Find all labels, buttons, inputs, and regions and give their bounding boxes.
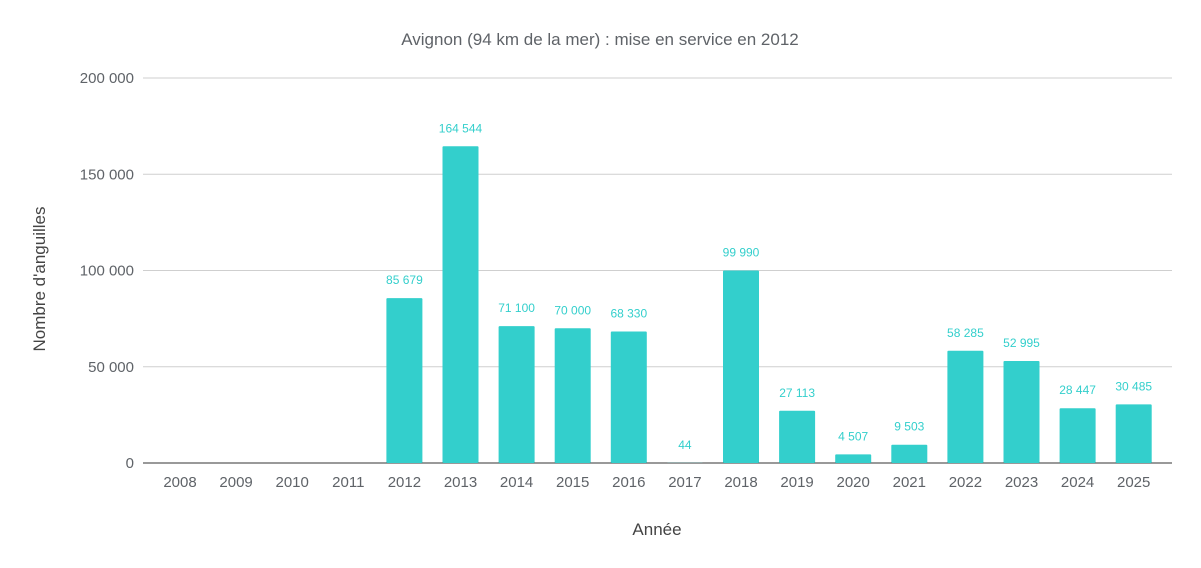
x-tick-label-2015: 2015 (556, 474, 589, 491)
y-axis-title: Nombre d'anguilles (30, 207, 49, 352)
data-label-2021: 9 503 (894, 420, 924, 434)
chart-title: Avignon (94 km de la mer) : mise en serv… (401, 30, 799, 49)
y-axis-ticks: 0 50 000 100 000 150 000 200 000 (80, 70, 134, 472)
x-tick-label-2023: 2023 (1005, 474, 1038, 491)
y-tick-label: 200 000 (80, 70, 134, 87)
data-labels: 85 679 164 544 71 100 70 000 68 330 44 99 990 2… (386, 121, 1152, 452)
x-tick-label-2009: 2009 (219, 474, 252, 491)
bars (386, 146, 1152, 463)
data-label-2019: 27 113 (779, 386, 815, 400)
data-label-2015: 70 000 (554, 303, 591, 317)
data-label-2017: 44 (678, 438, 692, 452)
data-label-2012: 85 679 (386, 273, 423, 287)
y-tick-label: 50 000 (88, 359, 134, 376)
bar-2024 (1059, 408, 1096, 463)
bar-2023 (1003, 360, 1040, 463)
bar-2012 (386, 298, 423, 463)
y-tick-label: 150 000 (80, 166, 134, 183)
data-label-2020: 4 507 (838, 429, 868, 443)
x-tick-label-2014: 2014 (500, 474, 533, 491)
x-tick-label-2019: 2019 (780, 474, 813, 491)
x-tick-label-2024: 2024 (1061, 474, 1094, 491)
x-tick-label-2011: 2011 (332, 474, 364, 491)
x-tick-label-2016: 2016 (612, 474, 645, 491)
bar-2025 (1115, 404, 1152, 463)
bar-2015 (554, 328, 591, 463)
x-tick-label-2025: 2025 (1117, 474, 1150, 491)
bar-2022 (947, 350, 984, 463)
bar-2018 (723, 270, 759, 463)
y-tick-label: 0 (126, 455, 134, 472)
x-tick-label-2012: 2012 (388, 474, 421, 491)
bar-2019 (779, 410, 816, 463)
x-axis-ticks: 2008 2009 2010 2011 2012 2013 2014 2015 2016 2017… (163, 474, 1150, 491)
x-tick-label-2008: 2008 (163, 474, 196, 491)
data-label-2014: 71 100 (498, 301, 535, 315)
data-label-2018: 99 990 (723, 246, 760, 260)
data-label-2023: 52 995 (1003, 336, 1040, 350)
x-axis-title: Année (632, 520, 681, 539)
x-tick-label-2022: 2022 (949, 474, 982, 491)
x-tick-label-2018: 2018 (724, 474, 757, 491)
y-tick-label: 100 000 (80, 263, 134, 280)
x-tick-label-2013: 2013 (444, 474, 477, 491)
data-label-2013: 164 544 (439, 121, 483, 135)
x-tick-label-2010: 2010 (276, 474, 309, 491)
data-label-2022: 58 285 (947, 326, 984, 340)
data-label-2025: 30 485 (1115, 379, 1152, 393)
x-tick-label-2017: 2017 (668, 474, 701, 491)
data-label-2016: 68 330 (610, 306, 647, 320)
x-tick-label-2021: 2021 (893, 474, 926, 491)
bar-2020 (835, 454, 872, 463)
bar-2016 (610, 331, 647, 463)
gridlines (143, 77, 1172, 464)
bar-2021 (891, 444, 928, 463)
data-label-2024: 28 447 (1059, 383, 1096, 397)
bar-2014 (498, 326, 535, 463)
bar-2013 (442, 146, 479, 463)
x-tick-label-2020: 2020 (837, 474, 870, 491)
